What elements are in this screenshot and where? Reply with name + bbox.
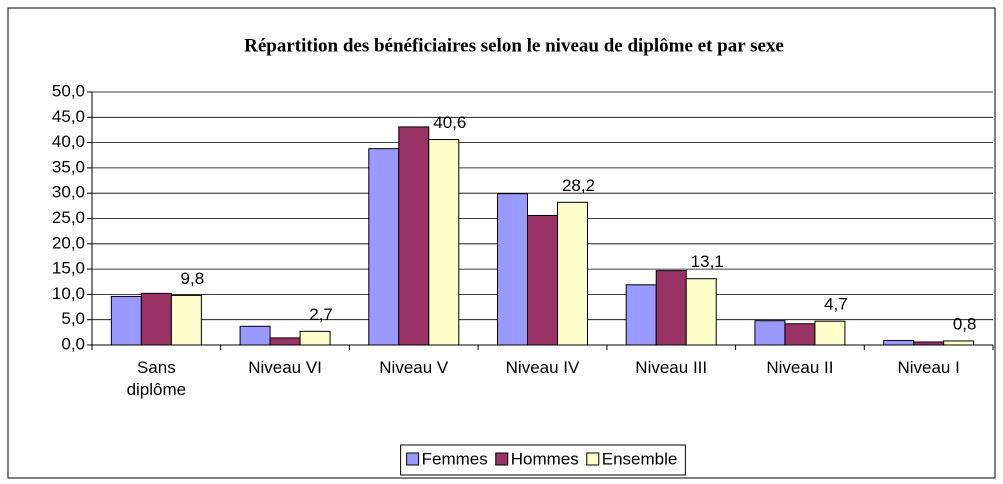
bar [497, 193, 528, 346]
legend-swatch [495, 452, 509, 466]
bar [269, 337, 301, 346]
x-tick-label: Niveau V [379, 358, 449, 377]
bar [368, 148, 400, 346]
y-tick-label: 35,0 [52, 157, 85, 176]
x-tick-label: Niveau I [897, 358, 960, 377]
bar [943, 340, 975, 346]
y-tick-label: 30,0 [52, 183, 85, 202]
bar [685, 278, 717, 346]
bar [784, 323, 816, 346]
bar [299, 330, 331, 346]
x-tick-label: Niveau II [766, 358, 834, 377]
y-tick-label: 45,0 [52, 107, 85, 126]
bar [754, 320, 786, 346]
y-tick-label: 50,0 [52, 81, 85, 100]
bar [655, 270, 687, 346]
legend-swatch [406, 452, 420, 466]
legend-label: Hommes [511, 449, 579, 468]
bar [557, 201, 588, 346]
data-label: 4,7 [824, 295, 848, 314]
legend-label: Femmes [422, 449, 488, 468]
bar [110, 295, 142, 346]
bar [170, 294, 202, 346]
y-tick-label: 5,0 [61, 309, 85, 328]
bar [625, 284, 657, 346]
y-tick-label: 10,0 [52, 284, 85, 303]
legend-swatch [586, 452, 600, 466]
bar [883, 339, 915, 346]
bar [140, 292, 172, 346]
legend-label: Ensemble [602, 449, 678, 468]
y-tick-label: 40,0 [52, 132, 85, 151]
y-tick-label: 15,0 [52, 259, 85, 278]
bar [428, 139, 460, 346]
chart-title: Répartition des bénéficiaires selon le n… [244, 35, 784, 56]
data-label: 0,8 [953, 314, 977, 333]
bar [814, 320, 846, 346]
data-label: 13,1 [691, 252, 724, 271]
legend-box [400, 444, 686, 476]
y-tick-label: 20,0 [52, 233, 85, 252]
bar [527, 214, 558, 346]
data-label: 40,6 [433, 113, 466, 132]
data-label: 9,8 [181, 269, 205, 288]
y-tick-label: 0,0 [61, 334, 85, 353]
y-tick-label: 25,0 [52, 208, 85, 227]
data-label: 2,7 [309, 305, 333, 324]
bar [239, 325, 271, 346]
x-tick-label: Niveau III [635, 358, 708, 377]
x-tick-label: Sans diplôme [126, 358, 187, 399]
bar [398, 126, 430, 346]
data-label: 28,2 [562, 176, 595, 195]
x-tick-label: Niveau IV [505, 358, 580, 377]
x-tick-label: Niveau VI [248, 358, 322, 377]
